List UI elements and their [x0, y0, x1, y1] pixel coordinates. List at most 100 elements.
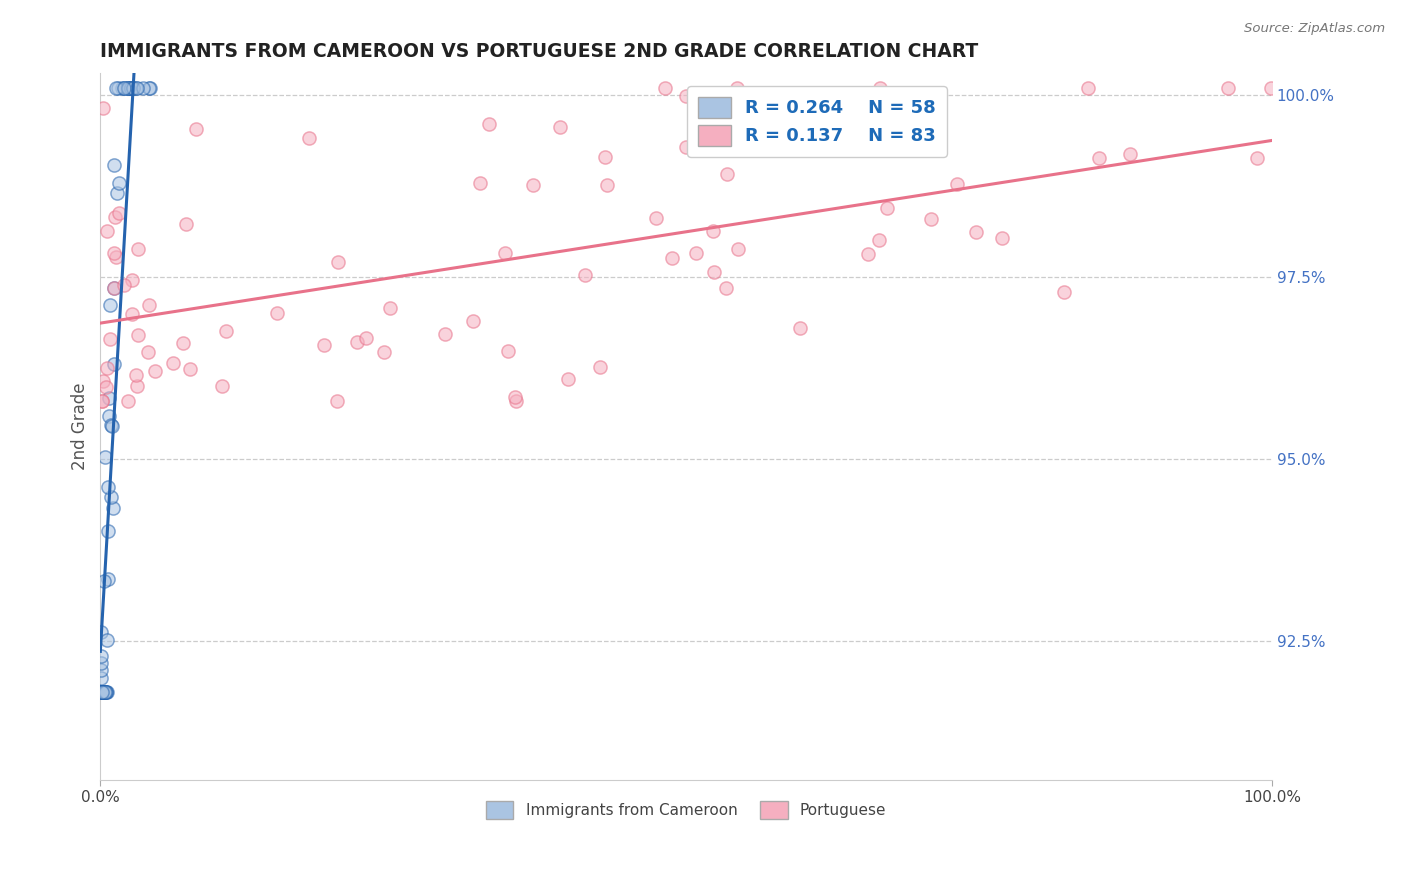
Point — [138, 81, 160, 95]
Point — [98, 332, 121, 346]
Point — [90, 625, 112, 640]
Point — [90, 685, 112, 699]
Point — [557, 372, 579, 386]
Point — [965, 225, 987, 239]
Point — [121, 273, 143, 287]
Point — [103, 281, 125, 295]
Point — [346, 335, 368, 350]
Point — [90, 685, 112, 699]
Point — [211, 379, 233, 393]
Point — [120, 81, 142, 95]
Point — [103, 357, 125, 371]
Point — [856, 247, 879, 261]
Point — [107, 206, 129, 220]
Point — [1077, 81, 1099, 95]
Point — [93, 685, 115, 699]
Point — [716, 167, 738, 181]
Point — [103, 158, 125, 172]
Point — [90, 685, 112, 699]
Point — [174, 217, 197, 231]
Point — [118, 81, 141, 95]
Point — [675, 139, 697, 153]
Point — [138, 297, 160, 311]
Point — [378, 301, 401, 315]
Point — [90, 394, 112, 409]
Point — [494, 245, 516, 260]
Point — [373, 344, 395, 359]
Point — [93, 101, 115, 115]
Point — [96, 633, 118, 648]
Point — [97, 480, 120, 494]
Point — [112, 278, 135, 293]
Point — [595, 178, 617, 193]
Point — [298, 131, 321, 145]
Point — [1053, 285, 1076, 300]
Point — [96, 224, 118, 238]
Point — [548, 120, 571, 135]
Point — [125, 368, 148, 382]
Point — [117, 81, 139, 95]
Point — [107, 81, 129, 95]
Point — [654, 81, 676, 95]
Legend: Immigrants from Cameroon, Portuguese: Immigrants from Cameroon, Portuguese — [479, 795, 893, 825]
Point — [463, 314, 485, 328]
Point — [503, 390, 526, 404]
Point — [876, 201, 898, 215]
Point — [105, 186, 128, 201]
Point — [101, 500, 124, 515]
Point — [111, 81, 134, 95]
Point — [470, 176, 492, 190]
Point — [789, 321, 811, 335]
Point — [98, 409, 121, 423]
Point — [1246, 152, 1268, 166]
Point — [354, 331, 377, 345]
Point — [574, 268, 596, 282]
Point — [117, 394, 139, 409]
Point — [91, 685, 114, 699]
Point — [326, 255, 349, 269]
Point — [703, 265, 725, 279]
Point — [96, 685, 118, 699]
Point — [112, 81, 135, 95]
Point — [93, 685, 115, 699]
Point — [675, 89, 697, 103]
Point — [326, 394, 349, 409]
Point — [505, 394, 527, 409]
Point — [90, 648, 112, 663]
Point — [103, 246, 125, 260]
Point — [108, 176, 131, 190]
Text: IMMIGRANTS FROM CAMEROON VS PORTUGUESE 2ND GRADE CORRELATION CHART: IMMIGRANTS FROM CAMEROON VS PORTUGUESE 2… — [100, 42, 979, 61]
Point — [90, 394, 112, 409]
Point — [98, 391, 121, 405]
Point — [121, 307, 143, 321]
Point — [1260, 81, 1282, 95]
Point — [94, 380, 117, 394]
Point — [312, 338, 335, 352]
Point — [496, 343, 519, 358]
Point — [117, 81, 139, 95]
Point — [1119, 147, 1142, 161]
Point — [661, 251, 683, 265]
Point — [1216, 81, 1239, 95]
Point — [90, 664, 112, 678]
Point — [94, 685, 117, 699]
Point — [104, 250, 127, 264]
Point — [125, 378, 148, 392]
Point — [184, 121, 207, 136]
Point — [127, 328, 149, 343]
Point — [94, 685, 117, 699]
Point — [100, 419, 122, 434]
Point — [90, 656, 112, 670]
Point — [136, 344, 159, 359]
Point — [91, 685, 114, 699]
Point — [96, 361, 118, 376]
Point — [702, 224, 724, 238]
Point — [93, 685, 115, 699]
Point — [93, 574, 115, 589]
Point — [97, 524, 120, 538]
Point — [125, 81, 148, 95]
Point — [589, 359, 612, 374]
Point — [478, 117, 501, 131]
Point — [946, 177, 969, 191]
Y-axis label: 2nd Grade: 2nd Grade — [72, 383, 89, 470]
